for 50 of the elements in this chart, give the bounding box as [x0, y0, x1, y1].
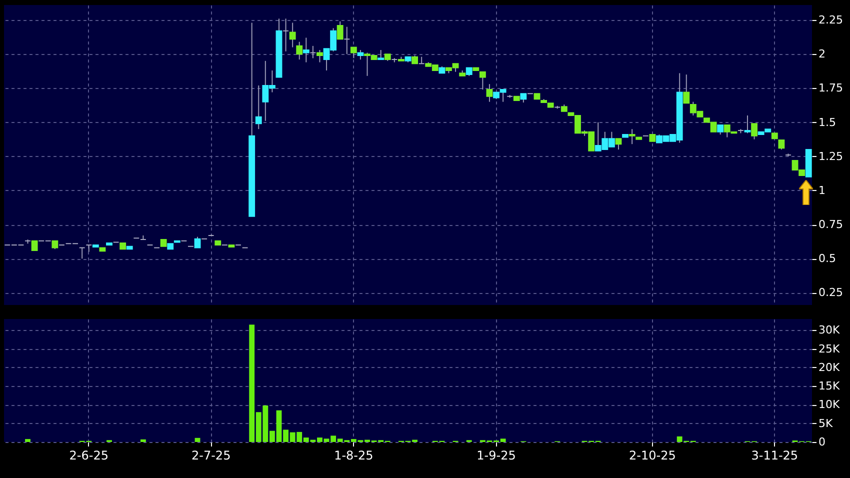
- y-tick-label: 15K: [818, 380, 840, 393]
- candlestick: [751, 123, 758, 140]
- y-tick-label: 1.25: [818, 150, 843, 163]
- x-tick-label: 3-11-25: [751, 448, 798, 462]
- y-tick-label: 10K: [818, 398, 840, 412]
- candlestick: [302, 37, 310, 63]
- y-tick-label: 1.5: [818, 116, 836, 129]
- candlestick: [378, 50, 384, 60]
- bar: [25, 439, 30, 442]
- candlestick: [289, 22, 296, 48]
- y-tick-label: 1: [818, 184, 826, 197]
- bar: [140, 439, 146, 442]
- candlestick: [350, 46, 357, 59]
- y-tick-label: 5K: [818, 416, 834, 430]
- candlestick: [479, 71, 486, 90]
- candlestick: [744, 114, 751, 134]
- y-tick-label: 30K: [818, 324, 840, 337]
- x-tick-label: 2-7-25: [191, 448, 231, 462]
- y-tick-label: 0.75: [818, 218, 843, 232]
- candlestick: [31, 240, 38, 251]
- x-tick-label: 1-9-25: [476, 448, 516, 462]
- x-tick-label: 2-10-25: [629, 448, 676, 462]
- candlestick: [296, 41, 303, 60]
- candlestick: [344, 26, 350, 55]
- candlestick: [194, 236, 201, 248]
- y-tick-label: 2: [818, 48, 826, 61]
- candlestick: [717, 124, 724, 136]
- candlestick: [357, 50, 364, 60]
- y-tick-label: 0.5: [818, 252, 836, 266]
- bar: [194, 438, 200, 442]
- candlestick: [336, 20, 344, 40]
- y-tick-label: 25K: [818, 342, 840, 356]
- candlestick: [486, 84, 493, 102]
- candlestick: [282, 18, 289, 52]
- candlestick: [778, 140, 785, 150]
- y-tick-label: 0: [818, 436, 826, 448]
- y-tick-label: 0.25: [818, 286, 843, 300]
- candlestick: [316, 50, 323, 63]
- candlestick: [78, 247, 86, 260]
- y-tick-label: 1.75: [818, 82, 843, 95]
- candlestick: [615, 138, 622, 150]
- y-tick-label: 2.25: [818, 14, 843, 26]
- candlestick: [683, 74, 690, 104]
- candlestick: [310, 45, 316, 59]
- x-tick-label: 2-6-25: [69, 448, 108, 462]
- candlestick: [86, 244, 92, 252]
- candlestick: [628, 128, 636, 145]
- candlestick: [255, 84, 262, 130]
- y-tick-label: 20K: [818, 360, 840, 374]
- x-tick-label: 1-8-25: [334, 448, 374, 462]
